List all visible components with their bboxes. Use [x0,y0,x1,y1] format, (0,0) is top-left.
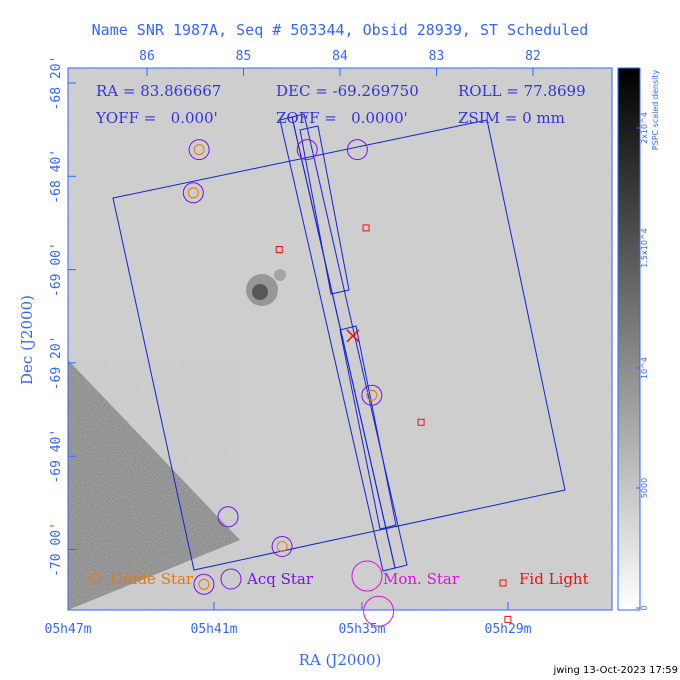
acq-star-marker [271,536,293,557]
left-tick-label: -68 40' [49,149,64,204]
top-tick-label: 82 [525,49,541,64]
acq-star-marker [346,139,368,161]
guide-star-marker [187,187,199,199]
legend-fid-label: Fid Light [519,570,589,588]
acis-ccd-outline [112,119,566,571]
colorbar-tick-label: 1.5x10^4 [640,228,649,267]
sky-image [68,68,612,610]
colorbar-tick-label: 0 [640,605,649,610]
legend-mon-icon [351,560,383,592]
colorbar-tick-label: 2x10^4 [640,112,649,144]
bottom-tick-label: 05h35m [339,622,386,637]
acq-star-marker [296,139,318,161]
bottom-tick-label: 05h47m [45,622,92,637]
fid-light-marker [417,418,425,426]
left-tick-label: -68 20' [49,56,64,111]
colorbar-ticks: 0 5000 10^4 1.5x10^4 2x10^4 [636,112,649,611]
fid-light-marker [362,224,370,232]
left-tick-label: -69 00' [49,242,64,297]
acq-star-marker [182,182,204,204]
colorbar [618,68,640,610]
acq-star-marker [217,506,239,528]
legend-fid-icon [499,579,507,587]
left-tick-label: -70 00' [49,522,64,577]
left-tick-label: -69 20' [49,336,64,391]
zoff-readout: ZOFF = 0.0000' [276,109,408,127]
guide-star-marker [366,389,378,401]
legend: Guide Star Acq Star Mon. Star Fid Light [89,560,589,592]
legend-mon-label: Mon. Star [383,570,460,588]
x-axis-label: RA (J2000) [299,651,382,669]
guide-star-marker [198,578,210,590]
axis-ticks: 05h47m 05h41m 05h35m 05h29m 86 85 84 83 82 -68 20… [45,49,541,637]
hrc-strip-inner [291,113,408,569]
top-tick-label: 83 [429,49,445,64]
yoff-readout: YOFF = 0.000' [95,109,218,127]
top-tick-label: 85 [236,49,252,64]
legend-acq-icon [220,568,242,590]
colorbar-tick-label: 5000 [640,478,649,498]
mon-star-marker [363,595,395,627]
field-of-view-outlines [112,113,566,572]
top-tick-label: 84 [332,49,348,64]
fid-light-marker [275,246,283,253]
pointing-cross-stroke [346,329,360,343]
bottom-tick-label: 05h29m [485,622,532,637]
legend-acq-label: Acq Star [246,570,314,588]
chip-outline-2 [339,325,397,530]
guide-star-marker [193,144,205,156]
top-tick-label: 86 [139,49,155,64]
pointing-cross [346,329,360,343]
acq-star-marker [361,384,383,406]
ra-readout: RA = 83.866667 [96,82,221,100]
dec-readout: DEC = -69.269750 [276,82,419,100]
chip-outline-1 [299,125,350,295]
left-tick-label: -69 40' [49,429,64,484]
star-markers [182,139,512,627]
acq-star-marker [193,573,215,595]
bottom-tick-label: 05h41m [191,622,238,637]
colorbar-tick-label: 10^4 [640,357,649,379]
footer-stamp: jwing 13-Oct-2023 17:59 [552,665,678,676]
y-axis-label: Dec (J2000) [18,295,36,385]
legend-guide-label: Guide Star [111,570,194,588]
zsim-readout: ZSIM = 0 mm [458,109,565,127]
fid-light-marker [504,615,512,623]
chart-title: Name SNR 1987A, Seq # 503344, Obsid 2893… [92,21,589,39]
roll-readout: ROLL = 77.8699 [458,82,586,100]
colorbar-label: PSPC scaled density [651,70,660,151]
guide-star-marker [276,541,288,552]
acq-star-marker [188,139,210,161]
nebula-patch [246,269,286,306]
legend-guide-icon [89,573,101,585]
